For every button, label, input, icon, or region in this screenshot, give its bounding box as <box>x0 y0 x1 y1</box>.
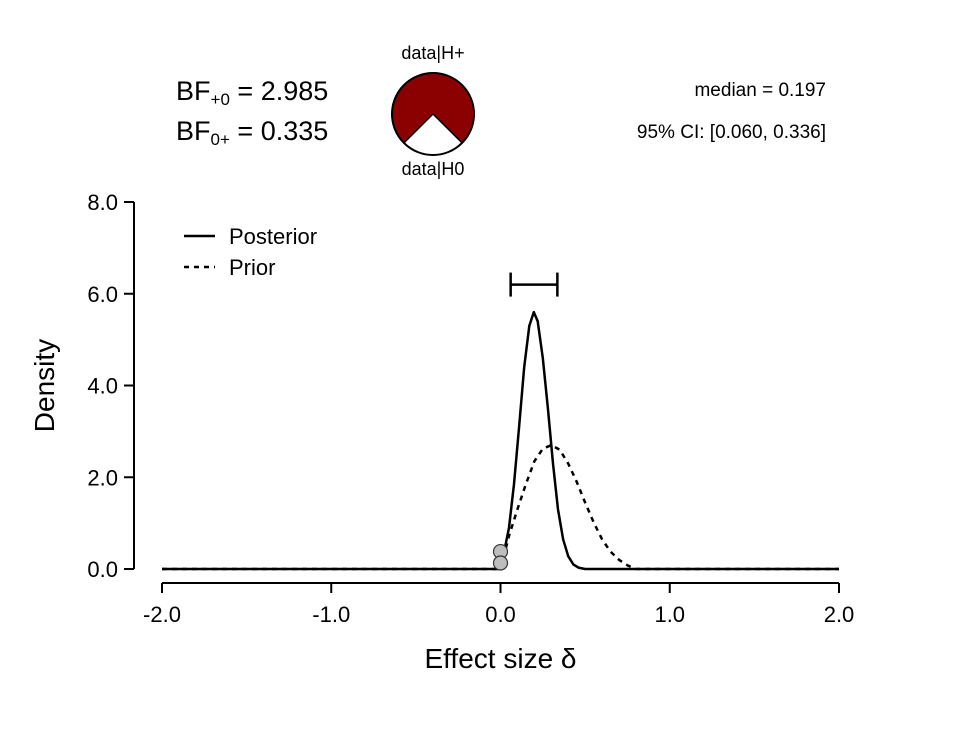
legend-label-posterior: Posterior <box>229 224 317 249</box>
density-point <box>492 543 509 560</box>
bf-plus0-text: BF+0 = 2.985 <box>176 76 329 109</box>
y-axis-title: Density <box>29 339 60 432</box>
x-tick-label: 0.0 <box>485 602 516 627</box>
bf-0plus-text: BF0+ = 0.335 <box>176 116 329 149</box>
x-tick-label: -1.0 <box>312 602 350 627</box>
legend-label-prior: Prior <box>229 255 275 280</box>
y-tick-label: 2.0 <box>87 465 118 490</box>
pie-label-h0: data|H0 <box>401 159 465 179</box>
series-line-prior <box>162 443 839 571</box>
density-point <box>492 555 509 571</box>
x-tick-label: 1.0 <box>654 602 685 627</box>
y-tick-label: 8.0 <box>87 190 118 215</box>
x-tick-label: 2.0 <box>824 602 855 627</box>
bf-0plus-subscript: 0+ <box>210 130 230 149</box>
probability-wheel <box>391 72 475 156</box>
pie-outline <box>391 72 475 156</box>
credible-interval-text: 95% CI: [0.060, 0.336] <box>636 122 826 143</box>
y-tick-label: 0.0 <box>87 557 118 582</box>
x-tick-label: -2.0 <box>143 602 181 627</box>
x-axis-title: Effect size δ <box>424 643 576 674</box>
series-line-posterior <box>162 310 839 571</box>
y-tick-label: 4.0 <box>87 374 118 399</box>
bf-plus0-subscript: +0 <box>210 90 230 109</box>
pie-label-h-plus: data|H+ <box>401 43 465 63</box>
equals-sign: = <box>237 116 254 146</box>
bf-0plus-value: 0.335 <box>260 116 329 146</box>
bf-plus0-label: BF <box>176 76 211 106</box>
median-text: median = 0.197 <box>694 80 826 101</box>
bf-plus0-value: 2.985 <box>260 76 329 106</box>
bf-0plus-label: BF <box>176 116 211 146</box>
equals-sign: = <box>237 76 254 106</box>
y-tick-label: 6.0 <box>87 282 118 307</box>
